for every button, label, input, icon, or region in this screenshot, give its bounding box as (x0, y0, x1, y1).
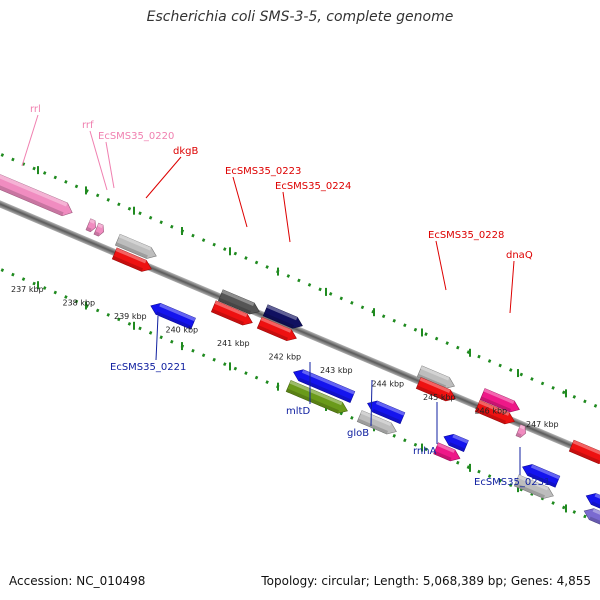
rnhA-blue-gene-arrow (443, 433, 469, 452)
EcSMS35-0223-gene-arrow (217, 289, 260, 315)
kbp-tick-label: 242 kbp (269, 353, 302, 362)
label-leader-line (105, 141, 115, 189)
mltD-gene-arrow (285, 380, 348, 414)
rnhA-gene-arrow (433, 442, 461, 462)
kbp-tick-label: 247 kbp (526, 420, 559, 429)
gene-label-EcSMS35_0221: EcSMS35_0221 (110, 362, 186, 373)
kbp-tick-label: 245 kbp (423, 393, 456, 402)
EcSMS35-0224b-gene-arrow (256, 316, 297, 342)
gene-label-EcSMS35_0228: EcSMS35_0228 (428, 230, 504, 241)
EcSMS35-0220-gene-arrow (114, 233, 157, 259)
map-title: Escherichia coli SMS-3-5, complete genom… (146, 9, 454, 25)
kbp-tick-label: 244 kbp (372, 380, 405, 389)
kbp-tick-label: 237 kbp (11, 285, 44, 294)
dkgB-gene-arrow (111, 247, 152, 272)
kbp-tick-label: 240 kbp (166, 326, 199, 335)
dnaQ-gene-arrow (479, 388, 520, 413)
EcSMS35-0228-gene-arrow (415, 377, 456, 402)
gloB-blue-gene-arrow (367, 400, 406, 425)
gene-label-gloB: gloB (347, 428, 369, 439)
label-leader-line (435, 240, 447, 291)
kbp-tick-label: 239 kbp (114, 312, 147, 321)
label-leader-line (232, 176, 248, 228)
label-leader-line (155, 315, 159, 361)
dnaQ-red-gene-arrow (474, 399, 515, 425)
gene-labels: rrl rrf EcSMS35_0220 dkgB EcSMS35_0223 EcSMS3… (21, 104, 550, 488)
EcSMS35-0223b-gene-arrow (210, 300, 253, 326)
genome-summary: Topology: circular; Length: 5,068,389 bp… (261, 574, 591, 588)
rrf-gene-arrow-2 (93, 222, 104, 237)
dnaQ-small-arrow (515, 424, 526, 438)
kbp-scale: 237 kbp 238 kbp 239 kbp 240 kbp 241 kbp 242 k… (11, 285, 559, 429)
EcSMS35-0231-gene-arrow (513, 474, 554, 499)
rrl-gene-arrow (0, 168, 73, 217)
gene-features (0, 168, 600, 529)
gene-label-dkgB: dkgB (173, 146, 198, 157)
label-leader-line (21, 114, 39, 167)
EcSMS35-0221-gene-arrow (150, 303, 196, 330)
gene-label-EcSMS35_0224: EcSMS35_0224 (275, 181, 351, 192)
gene-label-rrl: rrl (30, 104, 41, 115)
dotted-track-forward (0, 152, 600, 410)
label-leader-line (509, 260, 515, 314)
gene-label-rrf: rrf (82, 120, 94, 131)
kbp-tick-label: 246 kbp (475, 407, 508, 416)
edge-red-gene-arrow (568, 439, 600, 464)
gloB-gene-arrow (356, 410, 397, 435)
rrf-gene-arrow (85, 218, 96, 233)
label-leader-line (145, 156, 182, 199)
gene-label-EcSMS35_0223: EcSMS35_0223 (225, 166, 301, 177)
kbp-tick-label: 243 kbp (320, 366, 353, 375)
mltD-blue-gene-arrow (293, 369, 356, 403)
kbp-tick-label: 238 kbp (63, 299, 96, 308)
gene-label-EcSMS35_0231: EcSMS35_0231 (474, 477, 550, 488)
kbp-tick-label: 241 kbp (217, 339, 250, 348)
label-leader-line (282, 191, 291, 243)
label-leader-line (370, 379, 373, 427)
gene-label-EcSMS35_0220: EcSMS35_0220 (98, 131, 174, 142)
gene-label-rnhA: rnhA (413, 446, 437, 457)
gene-label-dnaQ: dnaQ (506, 250, 533, 261)
EcSMS35-0231-blue-gene-arrow (522, 464, 561, 488)
label-leader-line (89, 130, 108, 191)
accession-label: Accession: NC_010498 (9, 574, 146, 588)
EcSMS35-0224-gene-arrow (262, 304, 303, 329)
gene-label-mltD: mltD (286, 406, 310, 417)
